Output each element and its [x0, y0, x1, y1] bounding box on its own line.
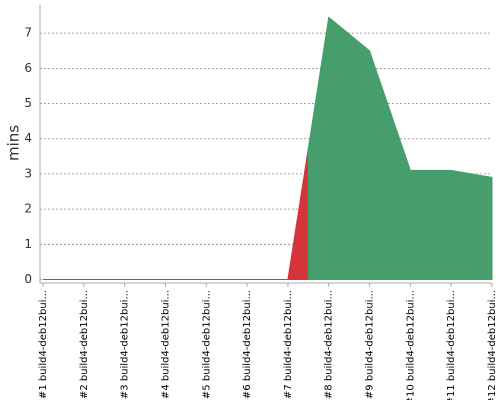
- x-tick-label: #2 build4-deb12bui...: [79, 290, 90, 399]
- y-tick-label: 2: [24, 202, 32, 216]
- y-tick-label: 4: [24, 131, 32, 145]
- y-tick-label: 0: [24, 272, 32, 286]
- y-tick-label: 1: [24, 237, 32, 251]
- area-segment: [267, 148, 309, 280]
- x-tick-label: #1 build4-deb12bui...: [38, 290, 49, 399]
- y-axis-label: mins: [5, 125, 23, 161]
- x-tick-label: #11 build4-deb12bui...: [446, 290, 457, 400]
- x-tick-label: #7 build4-deb12bui...: [283, 290, 294, 399]
- area-segment: [307, 16, 350, 280]
- y-tick-label: 3: [24, 166, 32, 180]
- area-segment: [430, 169, 473, 280]
- x-tick-label: #9 build4-deb12bui...: [365, 290, 376, 399]
- area-segment: [389, 110, 432, 280]
- y-tick-label: 6: [24, 61, 32, 75]
- x-tick-label: #4 build4-deb12bui...: [160, 290, 171, 399]
- y-tick-label: 7: [24, 26, 32, 40]
- x-tick-label: #5 build4-deb12bui...: [201, 290, 212, 399]
- area-segment: [471, 173, 493, 280]
- x-tick-label: #10 build4-deb12bui...: [405, 290, 416, 400]
- y-tick-label: 5: [24, 96, 32, 110]
- x-tick-label: #8 build4-deb12bui...: [324, 290, 335, 399]
- x-tick-label: #3 build4-deb12bui...: [120, 290, 131, 399]
- area-segment: [348, 32, 391, 280]
- x-tick-label: #6 build4-deb12bui...: [242, 290, 253, 399]
- x-tick-label: #12 build4-deb12bui...: [487, 290, 498, 400]
